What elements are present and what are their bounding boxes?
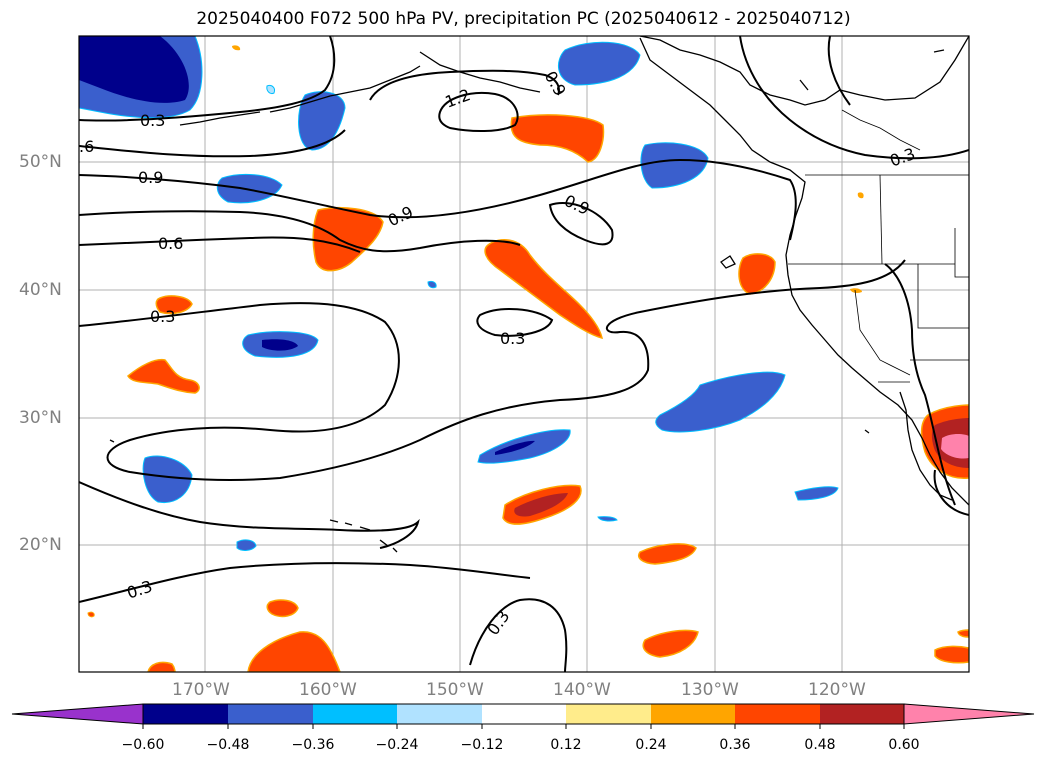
colorbar-tick-label: −0.48: [206, 737, 250, 753]
lat-label: 50°N: [19, 152, 62, 172]
pos-blob-14: [957, 629, 969, 638]
pos-blob-16: [232, 45, 241, 51]
colorbar-tick-label: 0.60: [888, 737, 920, 753]
colorbar-tick-label: 0.36: [719, 737, 751, 753]
colorbar-bin: [735, 704, 820, 724]
neg-blob-12: [427, 280, 437, 289]
neg-blob-14: [266, 85, 275, 94]
colorbar-bin: [313, 704, 397, 724]
neg-blob-4: [640, 142, 709, 189]
colorbar-tick-label: −0.60: [121, 737, 165, 753]
colorbar-tick-label: 0.12: [550, 737, 582, 753]
colorbar-bin: [228, 704, 313, 724]
lon-label: 120°W: [808, 680, 866, 700]
contour-label: 0.3: [500, 329, 525, 348]
neg-blob-6-core: [262, 339, 298, 351]
lon-label: 130°W: [681, 680, 739, 700]
contour-label: 0.3: [150, 307, 175, 326]
map-title: 2025040400 F072 500 hPa PV, precipitatio…: [196, 9, 851, 29]
colorbar-bin: [482, 704, 566, 724]
pos-blob-8: [638, 543, 697, 565]
lat-label: 30°N: [19, 408, 62, 428]
coastlines: [109, 36, 969, 553]
contour-label: 0.3: [140, 111, 165, 130]
colorbar-tick-label: −0.24: [375, 737, 419, 753]
pos-blob-15: [87, 611, 95, 618]
neg-blob-3: [557, 41, 641, 86]
neg-blob-10: [794, 486, 839, 501]
pos-blob-1: [510, 114, 605, 163]
colorbar-tick-label: −0.12: [460, 737, 504, 753]
lon-label: 140°W: [553, 680, 611, 700]
pos-blob-2: [312, 207, 384, 272]
contour-label: .6: [79, 137, 94, 156]
colorbar-bin: [820, 704, 904, 724]
pos-blob-6: [127, 358, 200, 394]
state-borders: [788, 109, 969, 383]
gridlines: [79, 36, 969, 672]
colorbar-bin: [651, 704, 735, 724]
colorbar-tick-label: 0.48: [804, 737, 836, 753]
colorbar-bin: [143, 704, 228, 724]
neg-blob-5: [216, 173, 283, 204]
pos-blob-11: [247, 631, 341, 672]
pos-blob-17: [850, 288, 862, 293]
pos-blob-18: [857, 192, 864, 199]
pos-blob-7-core: [514, 493, 568, 517]
contour-label: 0.9: [138, 168, 163, 187]
map-frame: [78, 35, 970, 673]
colorbar-extend-low: [11, 703, 144, 725]
colorbar-bin: [397, 704, 482, 724]
pos-blob-4: [738, 253, 776, 295]
neg-blob-8-core: [495, 440, 535, 455]
neg-blob-13: [597, 516, 618, 522]
negative-precip-areas: [79, 36, 839, 551]
neg-blob-7: [655, 371, 786, 433]
pos-blob-5: [155, 295, 193, 315]
lon-label: 150°W: [426, 680, 484, 700]
pos-blob-max-3: [941, 434, 969, 459]
lat-label: 40°N: [19, 280, 62, 300]
lon-label: 170°W: [172, 680, 230, 700]
lat-label: 20°N: [19, 535, 62, 555]
pos-blob-13: [934, 645, 969, 664]
neg-blob-11: [236, 539, 257, 551]
neg-blob-nw-core: [79, 36, 189, 103]
contour-label: 0.6: [158, 234, 183, 253]
pos-blob-9: [266, 599, 299, 618]
pv-contours: [79, 36, 969, 672]
lon-label: 160°W: [299, 680, 357, 700]
colorbar-tick-label: 0.24: [635, 737, 667, 753]
colorbar-extend-high: [903, 703, 1035, 725]
pos-blob-10: [642, 629, 699, 658]
colorbar: [11, 703, 1035, 729]
colorbar-tick-label: −0.36: [291, 737, 335, 753]
colorbar-bin: [566, 704, 651, 724]
neg-blob-9: [142, 455, 193, 504]
pos-blob-3: [484, 238, 603, 340]
